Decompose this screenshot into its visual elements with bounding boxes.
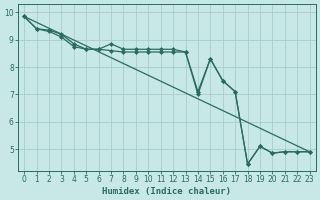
X-axis label: Humidex (Indice chaleur): Humidex (Indice chaleur): [102, 187, 231, 196]
